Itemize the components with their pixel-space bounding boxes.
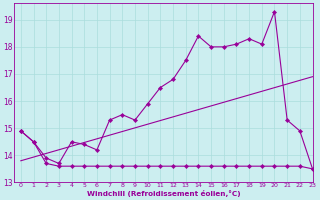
X-axis label: Windchill (Refroidissement éolien,°C): Windchill (Refroidissement éolien,°C)	[87, 190, 240, 197]
